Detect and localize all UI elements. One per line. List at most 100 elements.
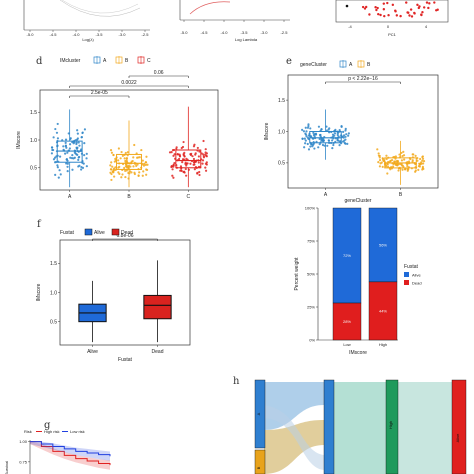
jitter-point [345,133,348,136]
jitter-point [171,168,174,171]
chart-e-genecluster: 0.5 1.0 1.5 IMscore A Bp < 2.22e−16 geneCluste… [264,60,439,198]
legend-label: High risk [44,429,60,434]
jitter-point [191,155,194,158]
jitter-point [127,167,130,170]
jitter-point [62,148,65,151]
jitter-point [377,152,380,155]
panel-b-strip: -5.0 -4.5 -4.0 -3.5 -3.0 -2.5 Log Lambda [179,0,290,42]
jitter-point [172,176,175,179]
pca-point [379,13,382,17]
jitter-point [77,158,80,161]
jitter-point [142,164,146,167]
jitter-point [125,166,129,169]
jitter-point [125,157,128,161]
jitter-point [385,157,388,161]
jitter-point [201,162,204,165]
jitter-point [53,156,57,159]
jitter-point [111,170,115,173]
pca-point [421,10,424,14]
panel-letter-g: g [44,420,51,431]
legend-label: Low risk [70,429,85,434]
jitter-point [305,135,308,138]
jitter-point [80,136,83,139]
jitter-point [337,139,340,142]
jitter-point [384,165,388,168]
pca-point [427,6,430,10]
jitter-point [180,169,183,172]
pca-point [361,5,365,9]
plot-frame [59,239,191,346]
jitter-point [396,160,400,163]
jitter-point [185,174,188,177]
pca-point [428,2,431,5]
legend-label: Dead [121,230,133,236]
jitter-point [303,146,306,149]
jitter-point [52,136,55,139]
y-axis-label: IMscore [16,131,22,149]
legend-label: Dead [412,281,422,286]
jitter-point [344,138,347,141]
panel-letter-d: d [36,56,43,67]
jitter-point [144,161,147,164]
jitter-point [342,136,345,139]
jitter-point [304,142,307,145]
c-tick-label: 4 [425,24,428,29]
jitter-point [189,162,192,165]
jitter-point [76,153,79,157]
jitter-point [421,168,424,171]
jitter-point [124,151,127,155]
jitter-point [71,153,74,157]
panel-letter-h: h [233,376,240,387]
jitter-point [114,166,117,169]
bar-label: 44% [379,308,387,313]
jitter-point [417,168,420,171]
legend-label: C [147,58,151,64]
jitter-point [141,159,144,162]
jitter-point [198,150,201,153]
jitter-point [313,135,316,138]
y-tick-label: 1.00 [19,439,28,444]
jitter-point [170,151,173,154]
y-tick-label: 100% [305,206,316,211]
jitter-point [326,144,329,147]
jitter-point [120,150,123,154]
jitter-point [307,148,311,151]
jitter-point [311,145,314,148]
jitter-point [192,157,196,161]
jitter-point [197,155,200,158]
pca-point [408,14,411,17]
jitter-point [347,132,350,135]
jitter-point [205,154,208,157]
box-B [116,153,142,170]
box-A [309,131,342,144]
jitter-point [205,161,208,164]
box-C [175,149,202,169]
b-tick-label: -3.0 [261,30,269,35]
jitter-point [56,166,59,169]
jitter-point [306,142,309,146]
jitter-point [306,126,310,129]
survival-band [30,441,110,461]
jitter-point [397,169,400,172]
jitter-point [146,163,149,166]
jitter-point [66,151,69,154]
jitter-point [173,153,176,156]
jitter-point [58,169,61,172]
jitter-point [336,132,339,135]
jitter-point [337,135,340,138]
jitter-point [317,125,321,128]
jitter-point [51,148,54,152]
jitter-point [406,168,409,171]
pca-point [409,8,413,11]
y-tick-label: 0.5 [278,161,285,167]
jitter-point [117,147,120,150]
jitter-point [109,171,112,174]
jitter-point [331,139,334,142]
sankey-flow [398,382,452,474]
sankey-node-label: High [388,421,393,429]
jitter-point [83,128,87,131]
jitter-point [411,153,414,156]
jitter-point [193,168,196,171]
jitter-point [182,140,185,144]
